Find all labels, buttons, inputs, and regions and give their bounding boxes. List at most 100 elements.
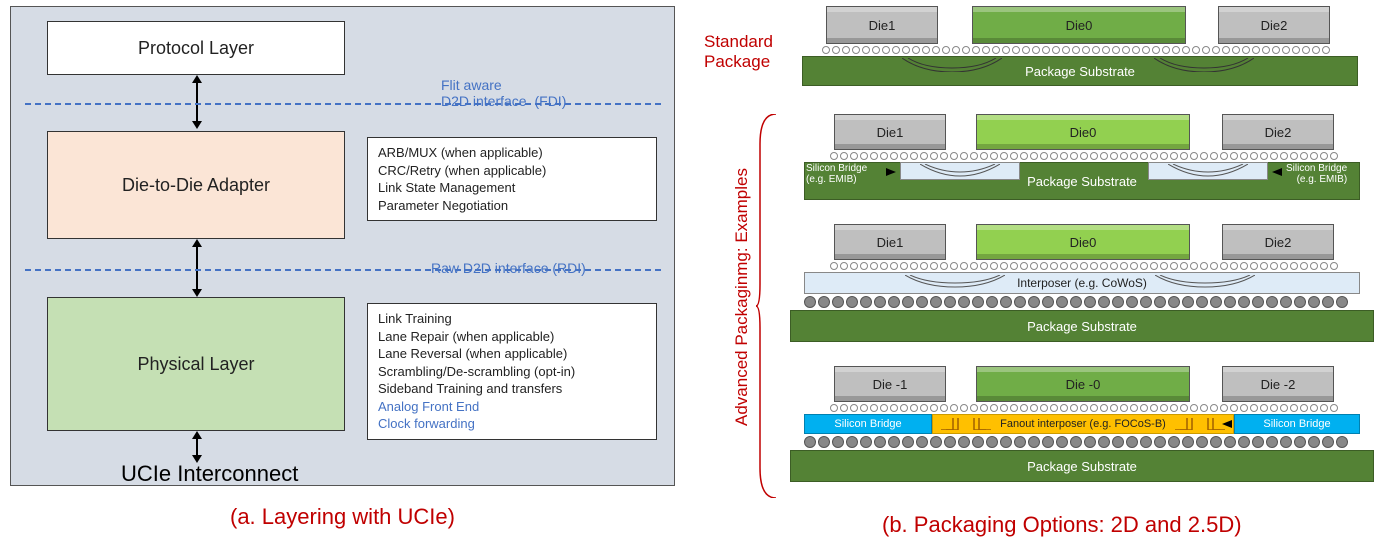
balls-focos-top <box>830 404 1346 412</box>
protocol-layer-box: Protocol Layer <box>47 21 345 75</box>
pkg-focos: Die -1 Die -0 Die -2 Silicon Bridge Fano… <box>790 366 1370 496</box>
die0-focos-label: Die -0 <box>1066 377 1101 392</box>
die0-emib: Die0 <box>976 114 1190 150</box>
standard-package-label: Standard Package <box>704 32 773 71</box>
arrow-protocol-adapter <box>189 75 205 129</box>
balls-cowos-top <box>830 262 1346 270</box>
arrow-emib-left <box>886 168 896 176</box>
right-caption: (b. Packaging Options: 2D and 2.5D) <box>882 512 1242 538</box>
bridge-emib-left-label: Silicon Bridge (e.g. EMIB) <box>806 164 867 185</box>
balls-std <box>822 46 1338 54</box>
adapter-desc-box: ARB/MUX (when applicable) CRC/Retry (whe… <box>367 137 657 221</box>
traces-std-right <box>1154 58 1254 72</box>
adapter-layer-box: Die-to-Die Adapter <box>47 131 345 239</box>
die0-focos: Die -0 <box>976 366 1190 402</box>
adapter-desc-2: Link State Management <box>378 179 646 197</box>
balls-cowos-big <box>804 296 1360 308</box>
die1-emib-label: Die1 <box>877 125 904 140</box>
die1-std-label: Die1 <box>869 18 896 33</box>
physical-desc-2: Lane Reversal (when applicable) <box>378 345 646 363</box>
focos-br-label: Silicon Bridge <box>1263 418 1330 430</box>
die1-cowos: Die1 <box>834 224 946 260</box>
sb-l-2: (e.g. EMIB) <box>806 174 857 185</box>
physical-desc-0: Link Training <box>378 310 646 328</box>
die1-focos: Die -1 <box>834 366 946 402</box>
substrate-cowos-label: Package Substrate <box>1027 319 1137 334</box>
bridge-emib-right-box <box>1148 162 1268 180</box>
pkg-cowos: Die1 Die0 Die2 Interposer (e.g. CoWoS) P… <box>790 224 1370 348</box>
die2-cowos-label: Die2 <box>1265 235 1292 250</box>
physical-desc-4: Sideband Training and transfers <box>378 380 646 398</box>
balls-focos-big <box>804 436 1360 448</box>
physical-desc-blue-0: Analog Front End <box>378 398 646 416</box>
ucie-interconnect-label: UCIe Interconnect <box>121 461 298 487</box>
arrow-emib-right <box>1272 168 1282 176</box>
focos-fanout: Fanout interposer (e.g. FOCoS-B) <box>932 414 1234 434</box>
physical-desc-1: Lane Repair (when applicable) <box>378 328 646 346</box>
die0-std: Die0 <box>972 6 1186 44</box>
bridge-emib-left-box <box>900 162 1020 180</box>
traces-std-left <box>902 58 1002 72</box>
rdi-label: Raw D2D interface (RDI) <box>431 260 586 276</box>
substrate-focos-label: Package Substrate <box>1027 459 1137 474</box>
arrow-physical-interconnect <box>189 431 205 463</box>
arrow-adapter-physical <box>189 239 205 297</box>
bridge-emib-right-label: Silicon Bridge (e.g. EMIB) <box>1286 164 1347 185</box>
die1-focos-label: Die -1 <box>873 377 908 392</box>
left-panel: Protocol Layer Flit aware D2D interface … <box>10 6 692 530</box>
die2-cowos: Die2 <box>1222 224 1334 260</box>
standard-label-2: Package <box>704 52 770 71</box>
substrate-std-label: Package Substrate <box>1025 64 1135 79</box>
fdi-label-paren: (FDI) <box>534 93 566 109</box>
left-caption: (a. Layering with UCIe) <box>10 504 675 530</box>
die0-cowos-label: Die0 <box>1070 235 1097 250</box>
die1-cowos-label: Die1 <box>877 235 904 250</box>
substrate-emib-label: Package Substrate <box>1027 174 1137 189</box>
physical-layer-label: Physical Layer <box>137 354 254 375</box>
die2-emib-label: Die2 <box>1265 125 1292 140</box>
die2-std-label: Die2 <box>1261 18 1288 33</box>
pkg-standard: Die1 Die0 Die2 Package Substrate <box>802 6 1358 92</box>
die2-emib: Die2 <box>1222 114 1334 150</box>
adapter-desc-3: Parameter Negotiation <box>378 197 646 215</box>
balls-emib <box>830 152 1346 160</box>
focos-fanout-label: Fanout interposer (e.g. FOCoS-B) <box>1000 418 1166 430</box>
die2-focos: Die -2 <box>1222 366 1334 402</box>
right-panel: Standard Package Die1 Die0 Die2 Package … <box>712 6 1378 530</box>
protocol-layer-label: Protocol Layer <box>138 38 254 59</box>
interposer-cowos-label: Interposer (e.g. CoWoS) <box>1017 276 1147 290</box>
left-background: Protocol Layer Flit aware D2D interface … <box>10 6 675 486</box>
die2-focos-label: Die -2 <box>1261 377 1296 392</box>
pkg-emib: Die1 Die0 Die2 Package Substrate Silicon… <box>790 114 1366 206</box>
sb-l-1: Silicon Bridge <box>806 163 867 174</box>
focos-bridge-right: Silicon Bridge <box>1234 414 1360 434</box>
focos-bridge-left: Silicon Bridge <box>804 414 932 434</box>
substrate-std: Package Substrate <box>802 56 1358 86</box>
substrate-focos: Package Substrate <box>790 450 1374 482</box>
physical-desc-blue-1: Clock forwarding <box>378 415 646 433</box>
die2-std: Die2 <box>1218 6 1330 44</box>
physical-desc-box: Link Training Lane Repair (when applicab… <box>367 303 657 440</box>
die0-cowos: Die0 <box>976 224 1190 260</box>
sb-r-2: (e.g. EMIB) <box>1297 174 1348 185</box>
adapter-desc-1: CRC/Retry (when applicable) <box>378 162 646 180</box>
figure-root: Protocol Layer Flit aware D2D interface … <box>0 0 1388 536</box>
adapter-layer-label: Die-to-Die Adapter <box>122 175 270 196</box>
advanced-label: Advanced Packaginmg: Examples <box>732 126 752 426</box>
physical-layer-box: Physical Layer <box>47 297 345 431</box>
physical-desc-3: Scrambling/De-scrambling (opt-in) <box>378 363 646 381</box>
die1-std: Die1 <box>826 6 938 44</box>
substrate-cowos: Package Substrate <box>790 310 1374 342</box>
standard-label-1: Standard <box>704 32 773 51</box>
die0-emib-label: Die0 <box>1070 125 1097 140</box>
focos-bl-label: Silicon Bridge <box>834 418 901 430</box>
arrow-focos-right <box>1222 420 1232 428</box>
advanced-brace <box>756 114 780 498</box>
die0-std-label: Die0 <box>1066 18 1093 33</box>
fdi-label-line1: Flit aware <box>441 77 502 93</box>
interposer-cowos: Interposer (e.g. CoWoS) <box>804 272 1360 294</box>
die1-emib: Die1 <box>834 114 946 150</box>
sb-r-1: Silicon Bridge <box>1286 163 1347 174</box>
fdi-label: Flit aware D2D interface (FDI) <box>441 77 566 109</box>
fdi-label-line2: D2D interface <box>441 93 527 109</box>
